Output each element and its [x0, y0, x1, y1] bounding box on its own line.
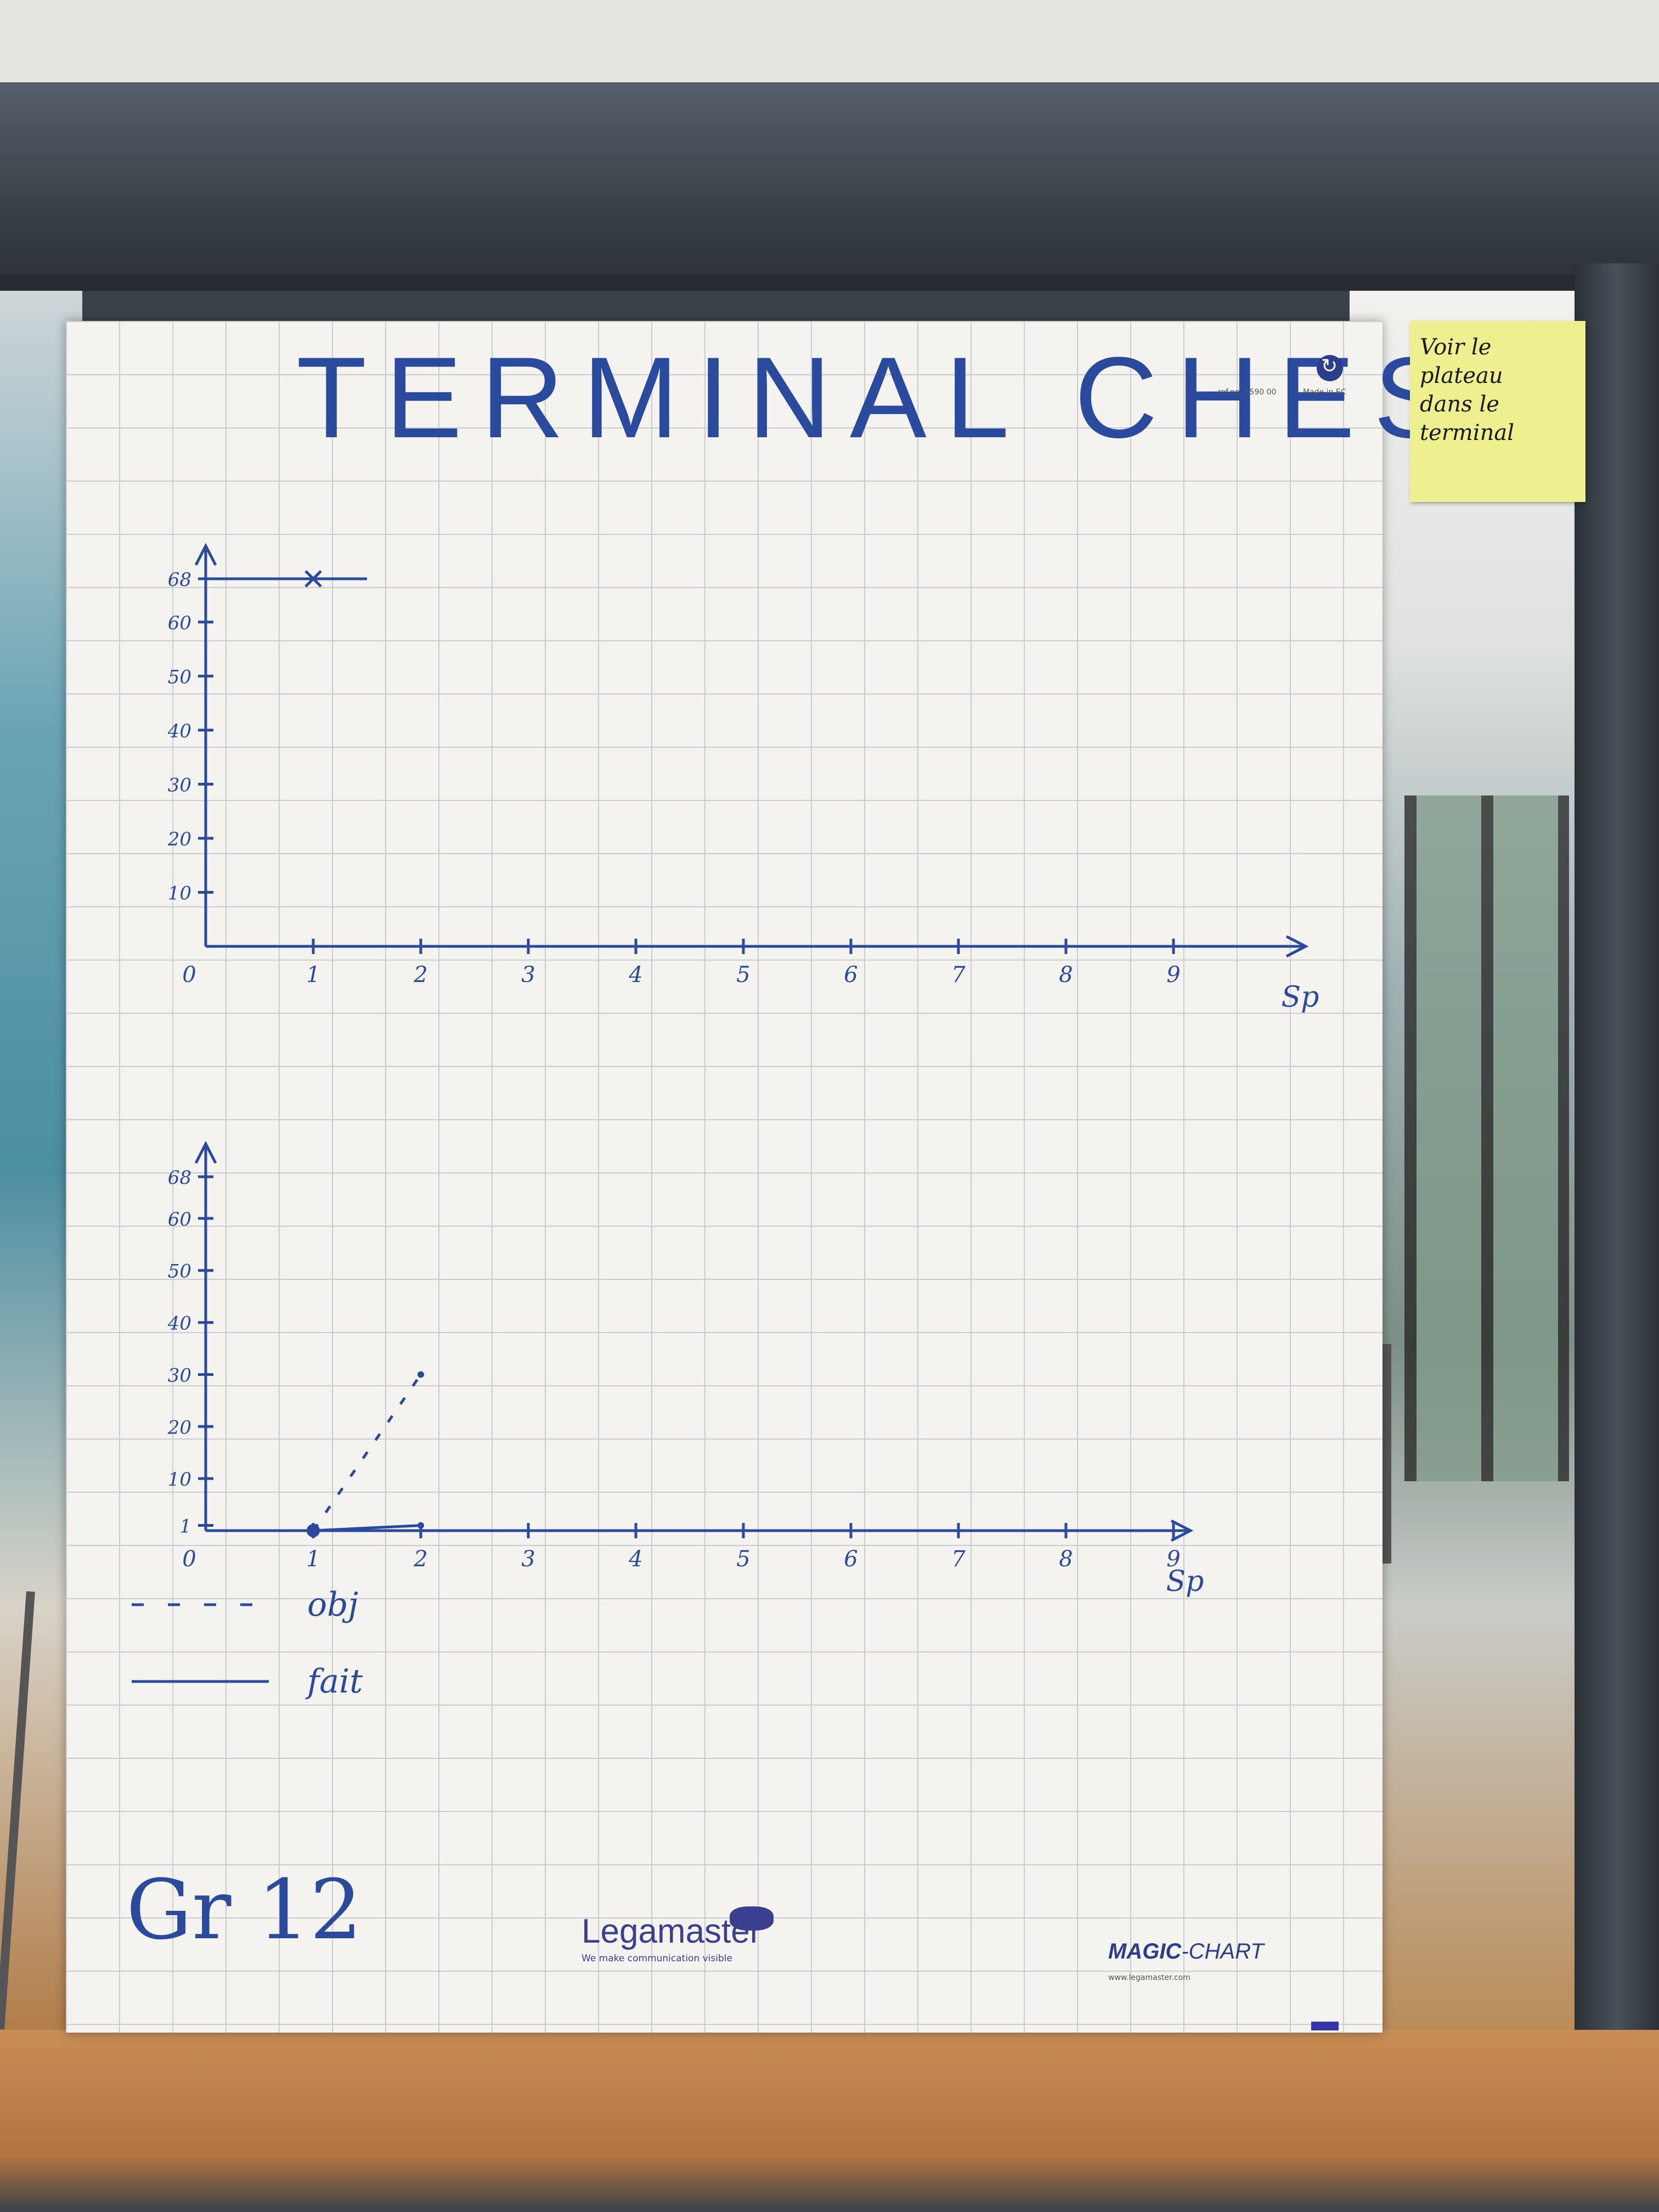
x-tick-label: 2	[413, 962, 427, 988]
data-point	[307, 1524, 320, 1537]
y-tick-label: 50	[168, 666, 191, 688]
y-tick-label: 20	[167, 1417, 191, 1438]
x-tick-label: 5	[736, 962, 750, 988]
x-tick-label: 8	[1059, 1547, 1073, 1572]
y-tick-label: 10	[168, 1469, 191, 1491]
reference-number: ref.no. 1590 00	[1218, 388, 1277, 397]
product-name: MAGIC-CHART	[1108, 1939, 1264, 1964]
made-in-label: Made in EC	[1303, 388, 1346, 397]
corner-mark	[1311, 2022, 1339, 2030]
series-line	[313, 1524, 421, 1532]
x-tick-label: 3	[521, 1547, 535, 1572]
charts-canvas: 0 1 2 3 4 5 6 7 8 9 10 20 30 40 50 60 68 Sp 0 1 2 3 4 5 6 7 8 9 1 10 2…	[132, 543, 1319, 1701]
y-tick-label: 50	[168, 1261, 191, 1283]
x-tick-label: 6	[844, 962, 857, 988]
y-axis-arrow-icon	[194, 1141, 217, 1164]
y-tick-label: 10	[168, 882, 191, 904]
y-tick-label: 20	[167, 828, 191, 850]
door-frame-inner	[0, 274, 1659, 291]
x-tick-label: 1	[306, 962, 320, 988]
legend-label: obj	[307, 1585, 358, 1624]
x-axis-label: Sp	[1166, 1565, 1204, 1598]
eye-hand-logo-icon	[730, 1906, 774, 1931]
sticky-note-line: Voir le plateau	[1420, 335, 1503, 388]
x-axis-arrow-icon	[1285, 935, 1309, 958]
x-axis-arrow-icon	[1170, 1519, 1194, 1542]
y-tick-label: 68	[168, 1167, 191, 1189]
x-tick-label: 0	[182, 962, 196, 988]
product-name-bold: MAGIC	[1108, 1939, 1182, 1963]
sticky-note-line: dans le terminal	[1420, 392, 1514, 445]
y-tick-label: 60	[168, 1209, 191, 1231]
x-tick-label: 4	[628, 1547, 642, 1572]
x-tick-label: 2	[413, 1547, 427, 1572]
recycle-icon	[1317, 355, 1343, 381]
door-frame-top	[0, 82, 1659, 280]
y-tick-label: 60	[168, 612, 191, 634]
brand-tagline: We make communication visible	[582, 1953, 732, 1964]
flip-chart-sheet: TERMINAL CHESS ref.no. 1590 00 Made in E…	[66, 321, 1546, 2033]
x-tick-label: 0	[182, 1547, 196, 1572]
product-url: www.legamaster.com	[1108, 1973, 1190, 1982]
x-tick-label: 1	[306, 1547, 320, 1572]
brand-logo: Legamaster We make communication visible	[582, 1906, 774, 1964]
windows	[1404, 795, 1569, 1481]
x-tick-label: 6	[844, 1547, 857, 1572]
legend-label: fait	[305, 1662, 363, 1701]
ceiling	[0, 0, 1659, 82]
y-tick-label: 68	[168, 569, 191, 591]
x-tick-label: 8	[1059, 962, 1073, 988]
y-tick-label: 40	[167, 720, 191, 742]
x-tick-label: 7	[951, 1547, 966, 1572]
series-line	[312, 1374, 422, 1532]
y-tick-label: 1	[179, 1516, 191, 1538]
data-point	[417, 1371, 424, 1378]
y-tick-label: 30	[168, 774, 191, 796]
group-label: Gr 12	[126, 1863, 363, 1958]
y-tick-label: 40	[167, 1313, 191, 1335]
data-point-cross	[304, 570, 322, 588]
x-tick-label: 9	[1166, 962, 1180, 988]
door-frame-right	[1575, 263, 1659, 2212]
y-tick-label: 30	[168, 1364, 191, 1386]
x-tick-label: 7	[951, 962, 966, 988]
data-point	[417, 1522, 424, 1529]
chair-leg	[1383, 1344, 1391, 1564]
floor	[0, 2030, 1659, 2212]
y-axis-arrow-icon	[194, 543, 217, 566]
product-name-rest: -CHART	[1181, 1939, 1264, 1963]
x-tick-label: 3	[521, 962, 535, 988]
x-tick-label: 5	[736, 1547, 750, 1572]
sticky-note: Voir le plateau dans le terminal	[1410, 321, 1585, 502]
x-tick-label: 4	[628, 962, 642, 988]
x-axis-label: Sp	[1282, 981, 1319, 1014]
x-tick-label: 9	[1166, 1547, 1180, 1572]
